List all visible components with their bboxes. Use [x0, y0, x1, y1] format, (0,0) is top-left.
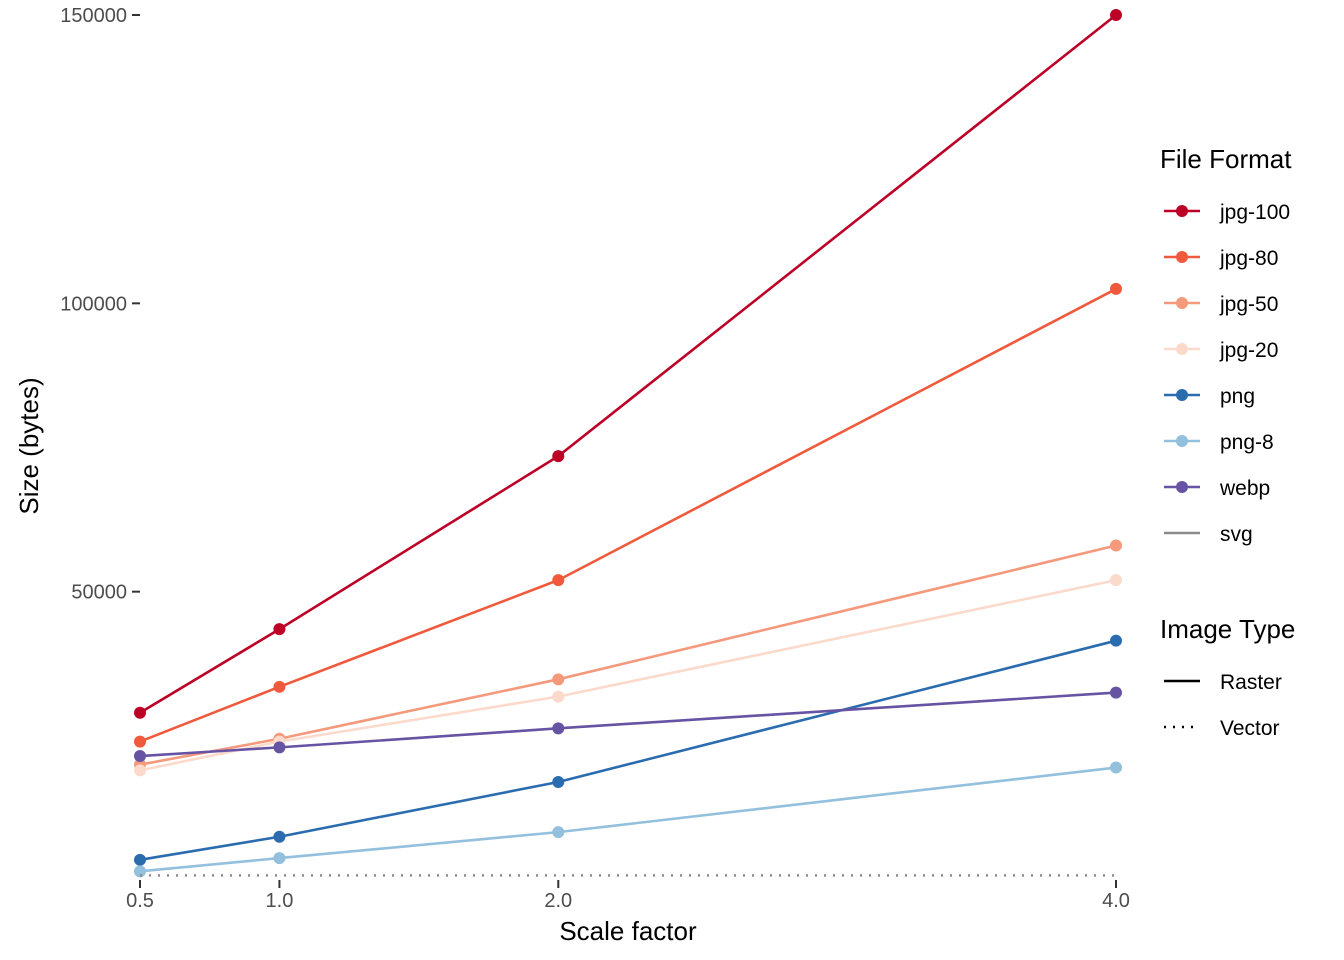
legend-key-point	[1176, 205, 1188, 217]
legend-item-vector: Vector	[1164, 717, 1280, 740]
legend-item-png: png	[1164, 385, 1255, 408]
series-line-jpg-80	[139, 287, 1117, 743]
legend-label: jpg-100	[1219, 201, 1290, 224]
legend-item-jpg-20: jpg-20	[1164, 339, 1278, 362]
data-point-jpg-80	[134, 735, 146, 748]
data-point-png-8	[552, 826, 565, 839]
x-axis: 0.5 1.0 2.0 4.0	[126, 880, 1130, 912]
data-point-png-8	[1110, 761, 1122, 774]
data-point-jpg-80	[1110, 282, 1122, 295]
data-point-png-8	[134, 865, 146, 878]
legend-file-format: File Format jpg-100 jpg-80 jpg-50 jpg-20 png p…	[1160, 144, 1292, 546]
series-jpg-80	[134, 282, 1122, 748]
series-line-png-8	[139, 766, 1117, 873]
legend-key-point	[1176, 389, 1188, 401]
y-tick-label: 100000	[60, 293, 127, 315]
legend-label: webp	[1219, 477, 1270, 500]
data-point-png-8	[273, 852, 286, 865]
series-jpg-100	[134, 9, 1122, 719]
x-tick-label: 4.0	[1102, 890, 1130, 912]
legend-item-webp: webp	[1164, 477, 1270, 500]
legend-label: jpg-50	[1219, 293, 1278, 316]
series-line-png	[139, 639, 1117, 862]
data-point-jpg-100	[273, 623, 286, 636]
x-tick-label: 1.0	[266, 890, 294, 912]
data-point-png	[552, 775, 565, 788]
legend-item-svg: svg	[1164, 523, 1253, 546]
series-layer	[134, 9, 1122, 878]
y-tick-label: 150000	[60, 5, 127, 27]
legend-label: png-8	[1220, 431, 1274, 454]
legend-label: svg	[1220, 523, 1253, 546]
x-tick-label: 0.5	[126, 890, 154, 912]
data-point-png	[1110, 634, 1122, 647]
legend-title: File Format	[1160, 144, 1292, 174]
legend-item-jpg-100: jpg-100	[1164, 201, 1290, 224]
y-axis-title: Size (bytes)	[14, 377, 44, 514]
legend-item-png-8: png-8	[1164, 431, 1274, 454]
data-point-webp	[552, 722, 565, 735]
legend-key-point	[1176, 251, 1188, 263]
data-point-jpg-80	[273, 680, 286, 693]
data-point-jpg-50	[1110, 539, 1122, 552]
legend-label: jpg-80	[1219, 247, 1278, 270]
data-point-jpg-100	[134, 706, 146, 719]
data-point-jpg-80	[552, 574, 565, 587]
data-point-jpg-20	[134, 764, 146, 777]
legend: File Format jpg-100 jpg-80 jpg-50 jpg-20 png p…	[1160, 144, 1295, 740]
series-line-jpg-20	[139, 578, 1117, 772]
legend-key-point	[1176, 343, 1188, 355]
series-line-jpg-100	[139, 13, 1117, 714]
legend-label: Vector	[1220, 717, 1280, 740]
y-axis: 50000 100000 150000	[60, 5, 140, 604]
legend-title: Image Type	[1160, 614, 1295, 644]
series-webp	[134, 686, 1122, 763]
legend-key-point	[1176, 297, 1188, 309]
x-tick-label: 2.0	[544, 890, 572, 912]
data-point-webp	[134, 750, 146, 763]
legend-key-point	[1176, 435, 1188, 447]
data-point-jpg-100	[1110, 9, 1122, 21]
data-point-png	[134, 853, 146, 866]
data-point-png	[273, 830, 286, 843]
data-point-webp	[1110, 686, 1122, 699]
legend-key-point	[1176, 481, 1188, 493]
data-point-webp	[273, 741, 286, 754]
legend-label: png	[1220, 385, 1255, 408]
x-axis-title: Scale factor	[559, 916, 697, 946]
series-jpg-50	[134, 539, 1122, 771]
y-tick-label: 50000	[71, 582, 127, 604]
legend-label: Raster	[1220, 671, 1282, 694]
series-line-webp	[139, 691, 1117, 758]
data-point-jpg-20	[552, 690, 565, 703]
legend-item-raster: Raster	[1164, 671, 1282, 694]
data-point-jpg-20	[1110, 574, 1122, 587]
data-point-jpg-100	[552, 450, 565, 463]
legend-label: jpg-20	[1219, 339, 1278, 362]
series-line-jpg-50	[139, 544, 1117, 766]
series-png-8	[134, 761, 1122, 878]
legend-image-type: Image Type Raster Vector	[1160, 614, 1295, 740]
data-point-jpg-50	[552, 673, 565, 686]
legend-item-jpg-80: jpg-80	[1164, 247, 1278, 270]
legend-item-jpg-50: jpg-50	[1164, 293, 1278, 316]
